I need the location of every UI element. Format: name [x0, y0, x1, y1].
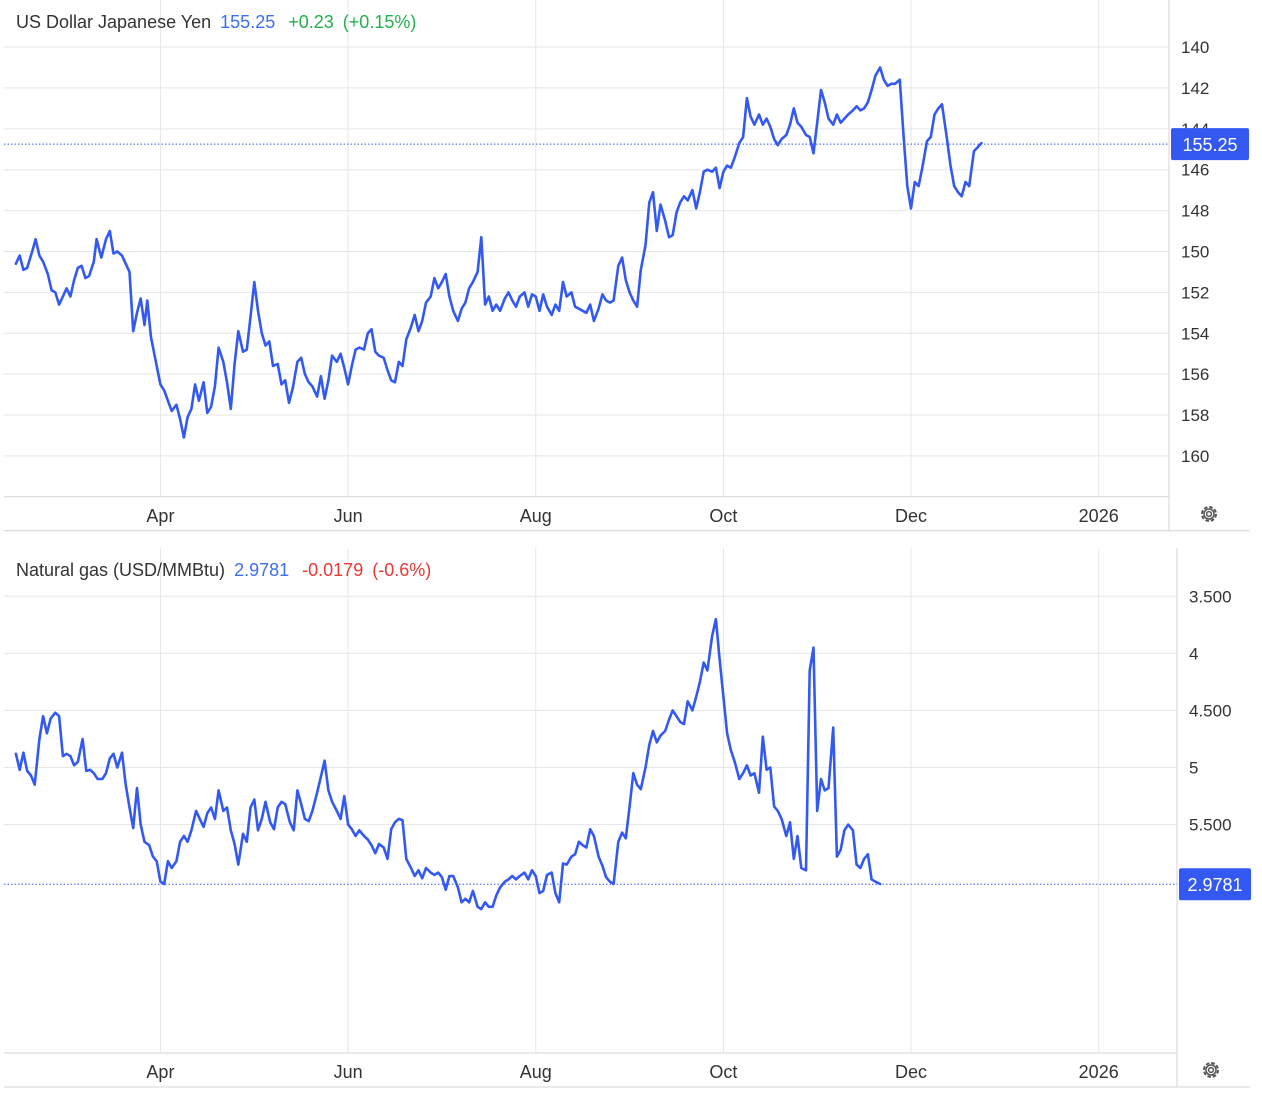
y-tick-label: 3.500	[1189, 587, 1232, 606]
x-tick-label: Aug	[520, 1062, 552, 1082]
y-tick-label: 156	[1181, 365, 1209, 384]
y-tick-label: 142	[1181, 79, 1209, 98]
y-tick-label: 4.500	[1189, 701, 1232, 720]
x-tick-label: Dec	[895, 506, 927, 526]
last-price: 2.9781	[234, 560, 290, 580]
gear-icon[interactable]	[1197, 502, 1221, 526]
x-tick-label: Apr	[146, 506, 174, 526]
price-tag: 155.25	[1171, 128, 1249, 161]
y-tick-label: 154	[1181, 324, 1209, 343]
y-tick-label: 5.500	[1189, 816, 1232, 835]
price-series-line	[14, 617, 882, 911]
y-tick-label: 150	[1181, 242, 1209, 261]
price-series-line	[14, 66, 983, 439]
x-tick-label: Aug	[520, 506, 552, 526]
x-tick-label: Dec	[895, 1062, 927, 1082]
usdjpy-chart[interactable]: 160158156154152150148146144142140AprJunA…	[0, 0, 1262, 540]
last-price: 155.25	[220, 12, 276, 32]
natgas-chart[interactable]: 5.500 5 4.500 4 3.500 Apr Jun Aug Oct Dec 2026 2.97…	[0, 548, 1262, 1096]
price-tag-background	[1171, 128, 1249, 161]
price-tag-label: 155.25	[1182, 135, 1237, 155]
y-tick-label: 140	[1181, 38, 1209, 57]
y-tick-label: 146	[1181, 161, 1209, 180]
x-tick-label: Jun	[334, 1062, 363, 1082]
price-tag: 2.9781	[1179, 868, 1251, 901]
x-tick-label: Oct	[709, 1062, 737, 1082]
price-change: +0.23	[288, 12, 334, 32]
chart-title: US Dollar Japanese Yen	[16, 12, 212, 32]
gear-icon[interactable]	[1199, 1058, 1223, 1082]
price-tag-background	[1179, 868, 1251, 901]
y-tick-label: 158	[1181, 406, 1209, 425]
natgas-header: Natural gas (USD/MMBtu) 2.9781 -0.0179 (…	[16, 560, 431, 581]
y-tick-label: 160	[1181, 447, 1209, 466]
x-tick-label: Apr	[146, 1062, 174, 1082]
x-tick-label: 2026	[1079, 1062, 1119, 1082]
usdjpy-chart-panel: 160158156154152150148146144142140AprJunA…	[0, 0, 1262, 540]
usdjpy-header: US Dollar Japanese Yen 155.25 +0.23 (+0.…	[16, 12, 416, 33]
y-tick-label: 148	[1181, 202, 1209, 221]
price-change-percent: (-0.6%)	[372, 560, 432, 580]
price-change: -0.0179	[302, 560, 364, 580]
x-tick-label: 2026	[1079, 506, 1119, 526]
y-tick-label: 4	[1189, 644, 1198, 663]
price-change-percent: (+0.15%)	[342, 12, 417, 32]
natgas-chart-panel: 5.500 5 4.500 4 3.500 Apr Jun Aug Oct Dec 2026 2.97…	[0, 548, 1262, 1096]
x-tick-label: Jun	[334, 506, 363, 526]
y-tick-label: 5	[1189, 759, 1198, 778]
chart-title: Natural gas (USD/MMBtu)	[16, 560, 226, 580]
y-tick-label: 152	[1181, 283, 1209, 302]
price-tag-label: 2.9781	[1187, 875, 1242, 895]
x-tick-label: Oct	[709, 506, 737, 526]
